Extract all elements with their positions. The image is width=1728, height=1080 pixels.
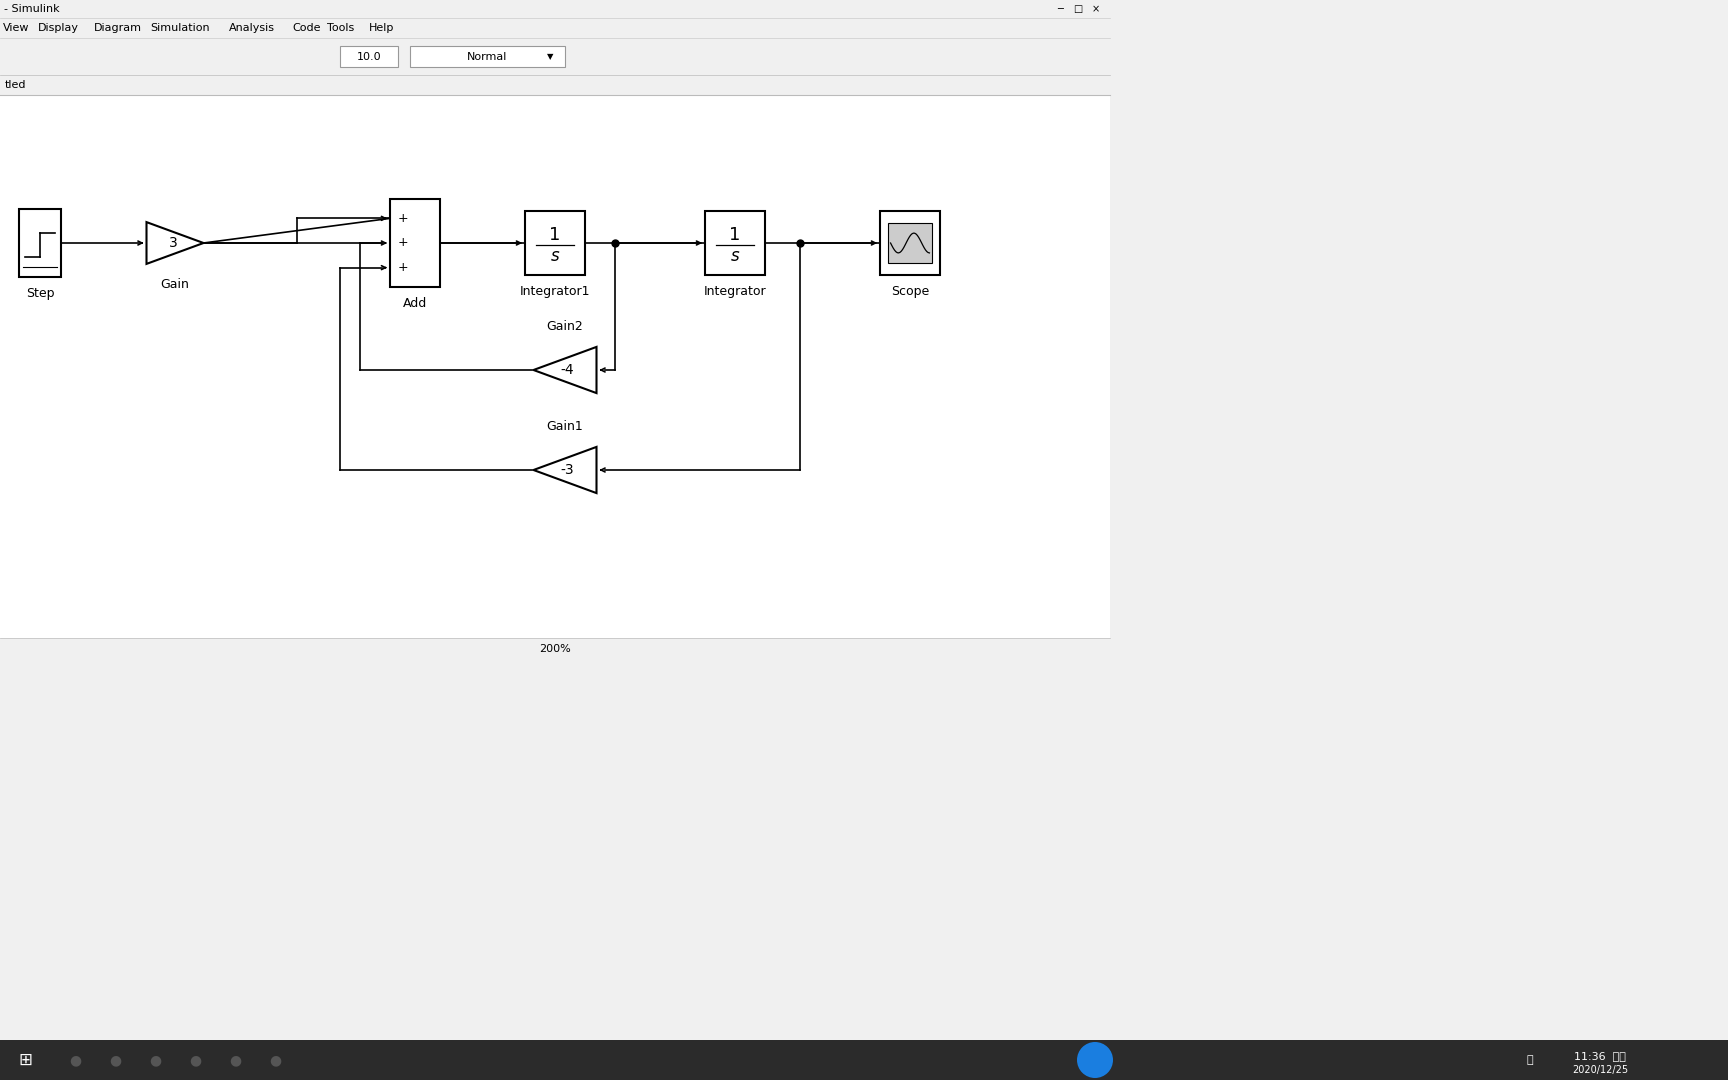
Text: ●: ● xyxy=(109,1053,121,1067)
Bar xyxy=(0,75,1109,95)
Text: ─: ─ xyxy=(1058,4,1063,14)
Text: 200%: 200% xyxy=(539,644,570,654)
Text: Scope: Scope xyxy=(892,285,930,298)
Bar xyxy=(0,1040,1728,1080)
Text: 英: 英 xyxy=(1526,1055,1533,1065)
Text: ●: ● xyxy=(270,1053,282,1067)
Text: +: + xyxy=(397,212,408,225)
Circle shape xyxy=(1077,1042,1113,1078)
Text: ×: × xyxy=(1092,4,1101,14)
Text: 11:36  周五: 11:36 周五 xyxy=(1574,1051,1626,1061)
Bar xyxy=(0,660,1109,1040)
Bar xyxy=(19,210,60,276)
Bar xyxy=(888,224,931,262)
Text: 10.0: 10.0 xyxy=(356,52,382,62)
Text: □: □ xyxy=(1073,4,1083,14)
Bar xyxy=(340,46,397,67)
Text: Add: Add xyxy=(403,297,427,310)
Text: -4: -4 xyxy=(560,363,574,377)
Text: Integrator1: Integrator1 xyxy=(520,285,591,298)
Text: Help: Help xyxy=(370,23,394,33)
Text: Gain2: Gain2 xyxy=(546,320,584,333)
Text: - Simulink: - Simulink xyxy=(3,4,60,14)
Text: ●: ● xyxy=(188,1053,200,1067)
Text: Diagram: Diagram xyxy=(95,23,142,33)
Text: 2020/12/25: 2020/12/25 xyxy=(1572,1065,1628,1075)
Text: Code: Code xyxy=(292,23,321,33)
Bar xyxy=(391,199,441,287)
Text: Gain1: Gain1 xyxy=(546,420,584,433)
Text: Tools: Tools xyxy=(327,23,354,33)
Bar xyxy=(410,46,565,67)
Text: +: + xyxy=(397,261,408,274)
Bar xyxy=(525,211,586,275)
Text: ●: ● xyxy=(69,1053,81,1067)
Polygon shape xyxy=(147,222,204,264)
Polygon shape xyxy=(534,347,596,393)
Text: Normal: Normal xyxy=(467,52,508,62)
Polygon shape xyxy=(534,447,596,494)
Text: Simulation: Simulation xyxy=(150,23,211,33)
Text: ⊞: ⊞ xyxy=(17,1051,31,1069)
Text: Analysis: Analysis xyxy=(228,23,275,33)
Text: 1: 1 xyxy=(550,227,560,244)
Text: 3: 3 xyxy=(169,237,178,249)
Bar xyxy=(0,18,1109,38)
Bar xyxy=(0,0,1109,18)
Text: Display: Display xyxy=(38,23,79,33)
Bar xyxy=(880,211,940,275)
Text: Integrator: Integrator xyxy=(703,285,766,298)
Bar xyxy=(705,211,766,275)
Bar xyxy=(0,95,1109,660)
Bar xyxy=(1109,0,1728,1040)
Text: ●: ● xyxy=(228,1053,242,1067)
Text: Gain: Gain xyxy=(161,278,190,291)
Text: -3: -3 xyxy=(560,463,574,477)
Text: s: s xyxy=(551,247,560,265)
Text: s: s xyxy=(731,247,740,265)
Text: +: + xyxy=(397,237,408,249)
Bar xyxy=(0,638,1109,660)
Text: 1: 1 xyxy=(729,227,741,244)
Text: View: View xyxy=(3,23,29,33)
Text: tled: tled xyxy=(5,80,26,90)
Bar xyxy=(0,38,1109,75)
Text: ●: ● xyxy=(149,1053,161,1067)
Text: ▼: ▼ xyxy=(546,52,553,60)
Text: Step: Step xyxy=(26,287,54,300)
